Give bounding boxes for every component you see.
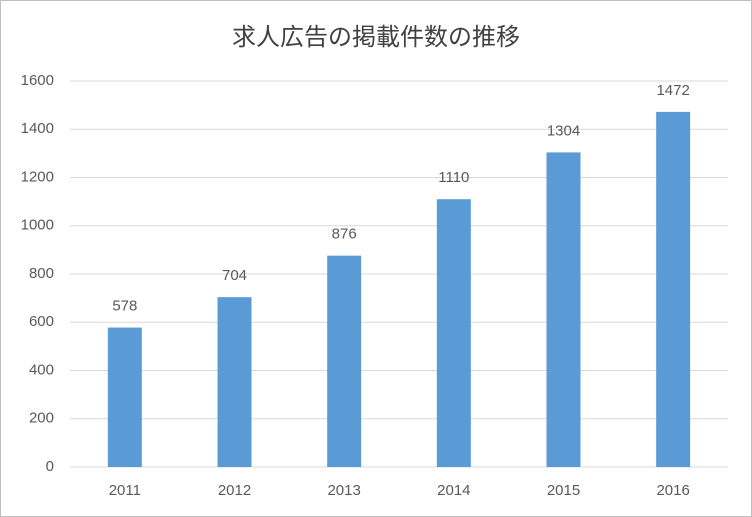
data-label: 876: [332, 226, 357, 243]
y-tick-label: 1600: [21, 72, 54, 89]
bar: [656, 111, 691, 467]
x-tick-label: 2016: [656, 482, 689, 499]
data-label: 704: [222, 267, 247, 284]
data-label: 1472: [656, 82, 689, 99]
y-tick-label: 800: [29, 265, 54, 282]
x-tick-label: 2012: [218, 482, 251, 499]
x-tick-label: 2014: [437, 482, 470, 499]
bar: [327, 255, 362, 467]
y-tick-label: 400: [29, 361, 54, 378]
y-tick-label: 600: [29, 313, 54, 330]
x-tick-label: 2015: [547, 482, 580, 499]
y-tick-label: 1400: [21, 120, 54, 137]
y-tick-label: 0: [46, 458, 54, 475]
data-label: 1304: [547, 122, 580, 139]
bar: [107, 327, 142, 467]
data-label: 578: [112, 298, 137, 315]
data-label: 1110: [438, 169, 469, 186]
y-tick-label: 1200: [21, 168, 54, 185]
bar: [436, 199, 471, 467]
x-tick-label: 2013: [327, 482, 360, 499]
y-tick-label: 200: [29, 410, 54, 427]
bar: [546, 152, 581, 467]
x-tick-label: 2011: [109, 482, 141, 499]
chart-title: 求人広告の掲載件数の推移: [232, 23, 520, 51]
y-tick-label: 1000: [21, 217, 54, 234]
bar: [217, 297, 252, 467]
